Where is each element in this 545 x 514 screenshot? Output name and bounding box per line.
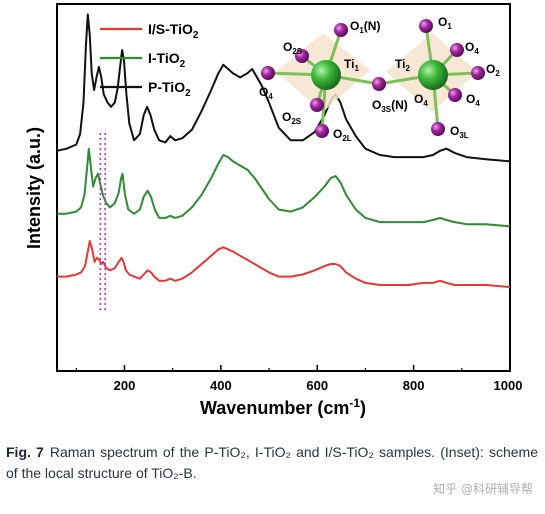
label-o3l: O3L bbox=[450, 124, 469, 140]
inset-structure: O1(N) O1 O2S Ti1 Ti2 O4 O4 O2 O4 O2S O3S… bbox=[259, 15, 500, 143]
y-axis-title: Intensity (a.u.) bbox=[24, 127, 44, 249]
label-o4-ti2-left: O4 bbox=[414, 92, 428, 108]
x-tick-label-200: 200 bbox=[114, 378, 136, 393]
atom-o2s-bottom bbox=[310, 98, 324, 112]
label-ti1: Ti1 bbox=[344, 57, 359, 73]
raman-figure: 200 400 600 800 1000 Wavenumber (cm-1) Inten… bbox=[24, 3, 523, 418]
annotation-lines bbox=[99, 133, 106, 312]
legend-label-i-tio2: I-TiO2 bbox=[148, 50, 186, 70]
label-o4-upper-right: O4 bbox=[465, 40, 479, 56]
legend-label-is-tio2: I/S-TiO2 bbox=[148, 21, 199, 41]
caption-figure-number: Fig. 7 bbox=[6, 444, 44, 460]
atom-o1n bbox=[334, 23, 348, 37]
caption-text: Raman spectrum of the P-TiO₂, I-TiO₂ and… bbox=[6, 444, 538, 481]
plot-frame bbox=[56, 3, 511, 372]
series-line-i-tio2 bbox=[57, 147, 511, 228]
x-axis-title-close: ) bbox=[360, 398, 366, 418]
atom-o2s-top bbox=[295, 49, 309, 63]
atom-o2l bbox=[315, 124, 329, 138]
x-axis-title: Wavenumber (cm-1) bbox=[200, 396, 366, 418]
label-o4-left: O4 bbox=[259, 85, 273, 101]
atom-o4-left bbox=[261, 66, 275, 80]
label-ti2: Ti2 bbox=[395, 57, 410, 73]
label-o2s-top: O2S bbox=[283, 40, 303, 56]
x-axis-title-superscript: -1 bbox=[349, 396, 360, 410]
label-o3s-n: O3S(N) bbox=[372, 98, 408, 114]
atom-o2 bbox=[471, 66, 485, 80]
atom-o4-upper-right bbox=[450, 43, 464, 57]
watermark: 知乎 @科研辅导帮 bbox=[433, 482, 533, 496]
atom-o3l bbox=[431, 122, 445, 136]
atom-ti2 bbox=[418, 60, 448, 90]
label-o2: O2 bbox=[486, 62, 500, 78]
legend: I/S-TiO2 I-TiO2 P-TiO2 bbox=[100, 21, 199, 99]
x-tick-label-600: 600 bbox=[306, 378, 328, 393]
label-o4-lower-right: O4 bbox=[466, 92, 480, 108]
series-line-p-tio2 bbox=[56, 13, 511, 163]
x-tick-label-1000: 1000 bbox=[494, 378, 523, 393]
figure-caption: Fig. 7 Raman spectrum of the P-TiO₂, I-Ti… bbox=[6, 442, 538, 484]
label-o1n: O1(N) bbox=[350, 19, 380, 35]
atom-ti1 bbox=[311, 60, 341, 90]
legend-label-p-tio2: P-TiO2 bbox=[148, 79, 191, 99]
x-tick-label-800: 800 bbox=[403, 378, 425, 393]
atom-o1 bbox=[419, 19, 433, 33]
atom-o3s-n bbox=[372, 77, 386, 91]
label-o2l: O2L bbox=[333, 127, 352, 143]
x-axis-ticks: 200 400 600 800 1000 bbox=[75, 365, 523, 393]
atom-o4-lower-right bbox=[448, 88, 462, 102]
label-o2s-bottom: O2S bbox=[282, 110, 302, 126]
x-tick-label-400: 400 bbox=[210, 378, 232, 393]
series-line-i-s-tio2 bbox=[57, 240, 511, 289]
label-o1: O1 bbox=[438, 15, 452, 31]
